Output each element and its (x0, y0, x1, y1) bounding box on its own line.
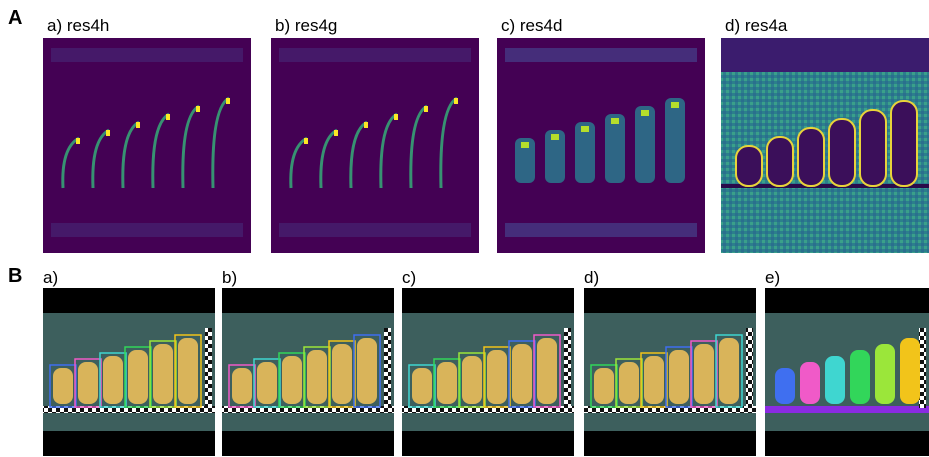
hotspot (454, 98, 458, 104)
ruler (765, 406, 929, 413)
cob (282, 356, 302, 404)
hotspot (641, 110, 649, 116)
caption: a) res4h (47, 16, 109, 35)
hotspot (334, 130, 338, 136)
cob-activation (736, 146, 762, 186)
ruler (919, 328, 926, 408)
band (505, 48, 697, 62)
cob (669, 350, 689, 404)
cob (178, 338, 198, 404)
cob (462, 356, 482, 404)
band (279, 223, 471, 237)
hotspot (394, 114, 398, 120)
hotspot (364, 122, 368, 128)
cob (487, 350, 507, 404)
cob (128, 350, 148, 404)
cob (512, 344, 532, 404)
hotspot (166, 114, 170, 120)
cob (825, 356, 845, 404)
cob-activation (767, 137, 793, 186)
cob-activation (829, 119, 855, 186)
hotspot (611, 118, 619, 124)
hotspot (196, 106, 200, 112)
cob-activation (605, 114, 625, 183)
cob (103, 356, 123, 404)
caption: e) (765, 268, 780, 287)
cob (619, 362, 639, 404)
band (721, 38, 929, 72)
cob-activation (860, 110, 886, 186)
cob (594, 368, 614, 404)
caption: c) res4d (501, 16, 562, 35)
caption: b) (222, 268, 237, 287)
band (279, 48, 471, 62)
panel-label: B (8, 265, 22, 287)
cob (357, 338, 377, 404)
caption: d) (584, 268, 599, 287)
cob (850, 350, 870, 404)
ruler (384, 328, 391, 408)
caption: c) (402, 268, 416, 287)
cob (775, 368, 795, 404)
ruler (205, 328, 212, 408)
cob (875, 344, 895, 404)
cob (694, 344, 714, 404)
cob (153, 344, 173, 404)
caption: d) res4a (725, 16, 788, 35)
cob-activation (665, 98, 685, 183)
hotspot (581, 126, 589, 132)
heatmap (271, 38, 479, 253)
cob (719, 338, 739, 404)
ruler (564, 328, 571, 408)
cob (78, 362, 98, 404)
hotspot (424, 106, 428, 112)
band (505, 223, 697, 237)
caption: a) (43, 268, 58, 287)
ruler (746, 328, 753, 408)
cob-activation (798, 128, 824, 186)
hotspot (106, 130, 110, 136)
panel-label: A (8, 7, 22, 29)
cob (257, 362, 277, 404)
caption: b) res4g (275, 16, 337, 35)
hotspot (304, 138, 308, 144)
cob (644, 356, 664, 404)
hotspot (76, 138, 80, 144)
cob-activation (891, 101, 917, 186)
cob (800, 362, 820, 404)
cob (53, 368, 73, 404)
heatmap (43, 38, 251, 253)
cob-activation (635, 106, 655, 183)
panel-b: a) b) c) d) e) (43, 268, 929, 456)
cob (232, 368, 252, 404)
cob (307, 350, 327, 404)
band (51, 48, 243, 62)
hotspot (226, 98, 230, 104)
figure: A B a) res4h b) res4g c) res4d d) res4a a) b… (0, 0, 929, 457)
cob (437, 362, 457, 404)
hotspot (521, 142, 529, 148)
hotspot (551, 134, 559, 140)
cob (537, 338, 557, 404)
cob (412, 368, 432, 404)
band (51, 223, 243, 237)
cob (332, 344, 352, 404)
cob (900, 338, 920, 404)
hotspot (136, 122, 140, 128)
hotspot (671, 102, 679, 108)
panel-a: a) res4h b) res4g c) res4d d) res4a (43, 16, 929, 253)
